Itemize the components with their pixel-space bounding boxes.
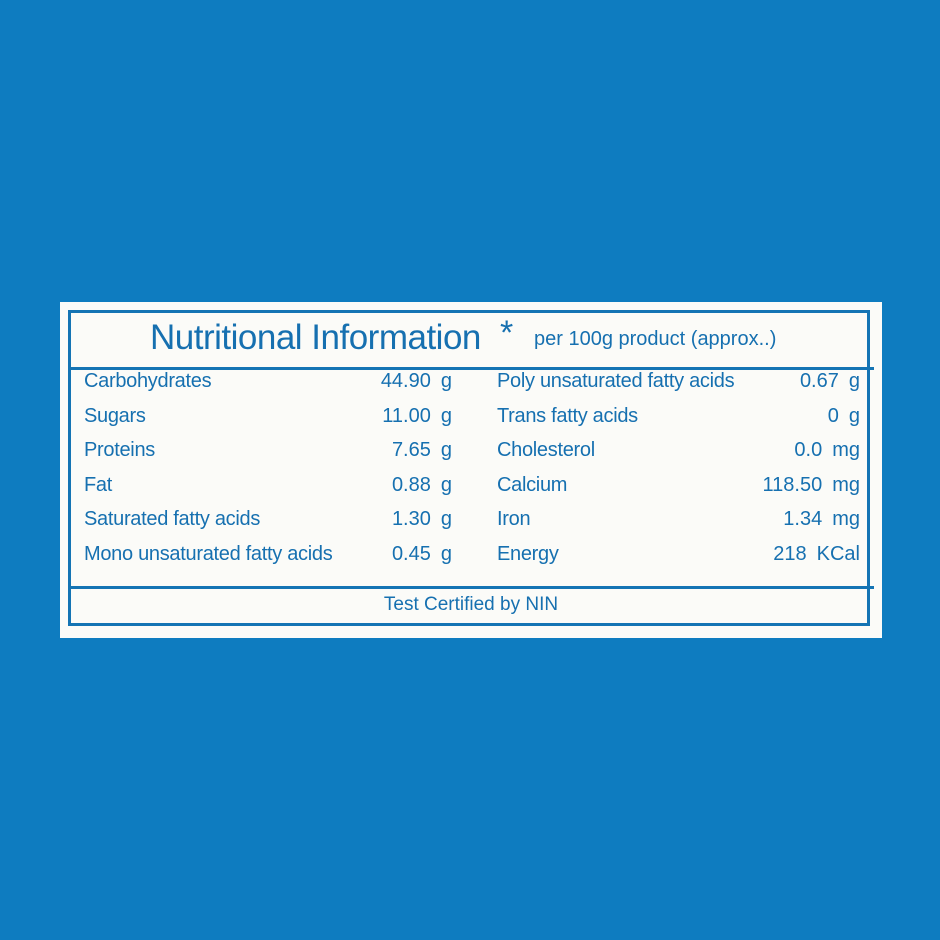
nutrient-name: Trans fatty acids — [497, 404, 638, 427]
nutrient-value: 0.67 — [799, 370, 839, 392]
nutrient-value: 218 — [773, 543, 807, 565]
nutrient-amount: 1.30 g — [392, 508, 452, 531]
nutrient-amount: 44.90 g — [381, 370, 452, 393]
nutrient-unit: mg — [832, 473, 860, 496]
nutrient-value: 44.90 — [380, 370, 431, 392]
nutrient-unit: mg — [832, 508, 860, 531]
nutrient-amount: 0.88 g — [392, 474, 452, 497]
nutrient-unit: g — [848, 404, 860, 427]
nutrition-label: Nutritional Information * per 100g produ… — [60, 302, 882, 638]
asterisk: * — [500, 314, 514, 352]
nutrient-unit: g — [440, 439, 452, 462]
nutrient-name: Cholesterol — [497, 439, 595, 462]
nutrient-amount: 7.65 g — [392, 439, 452, 462]
nutrient-unit: g — [440, 473, 452, 496]
nutrient-value: 11.00 — [382, 404, 431, 427]
nutrient-name: Iron — [497, 508, 531, 531]
subtitle: per 100g product (approx..) — [534, 328, 777, 350]
footer: Test Certified by NIN — [383, 594, 559, 615]
nutrient-value: 1.30 — [391, 508, 431, 531]
nutrient-unit: g — [440, 508, 452, 531]
nutrient-amount: 118.50 mg — [763, 474, 860, 497]
nutrient-value: 0.88 — [391, 473, 431, 496]
nutrient-amount: 218 KCal — [773, 543, 860, 566]
nutrient-value: 0.0 — [794, 439, 823, 462]
nutrient-amount: 0.45 g — [392, 543, 452, 566]
nutrient-name: Mono unsaturated fatty acids — [84, 543, 333, 565]
nutrient-amount: 0.0 mg — [794, 439, 860, 462]
title: Nutritional Information — [150, 318, 481, 357]
nutrient-amount: 1.34 mg — [783, 508, 860, 531]
nutrient-unit: g — [440, 404, 452, 427]
divider — [68, 367, 874, 370]
nutrient-name: Poly unsaturated fatty acids — [497, 370, 735, 392]
nutrient-name: Saturated fatty acids — [84, 508, 261, 531]
nutrient-unit: mg — [832, 439, 860, 462]
nutrient-name: Proteins — [84, 439, 155, 462]
nutrient-name: Calcium — [497, 473, 568, 496]
nutrient-name: Energy — [497, 543, 559, 565]
nutrient-value: 7.65 — [391, 439, 431, 462]
nutrient-unit: KCal — [816, 543, 860, 565]
divider — [68, 586, 874, 589]
nutrient-value: 0.45 — [391, 543, 431, 565]
nutrient-unit: g — [440, 370, 452, 392]
nutrient-name: Carbohydrates — [84, 370, 212, 392]
nutrient-name: Sugars — [84, 404, 146, 427]
nutrient-amount: 11.00 g — [382, 405, 452, 428]
nutrient-value: 0 — [827, 404, 839, 427]
nutrient-unit: g — [848, 370, 860, 392]
nutrient-name: Fat — [84, 473, 112, 496]
nutrient-unit: g — [440, 543, 452, 565]
nutrient-value: 118.50 — [762, 473, 823, 496]
nutrient-amount: 0.67 g — [800, 370, 860, 393]
label-frame — [68, 310, 870, 626]
nutrient-value: 1.34 — [783, 508, 823, 531]
